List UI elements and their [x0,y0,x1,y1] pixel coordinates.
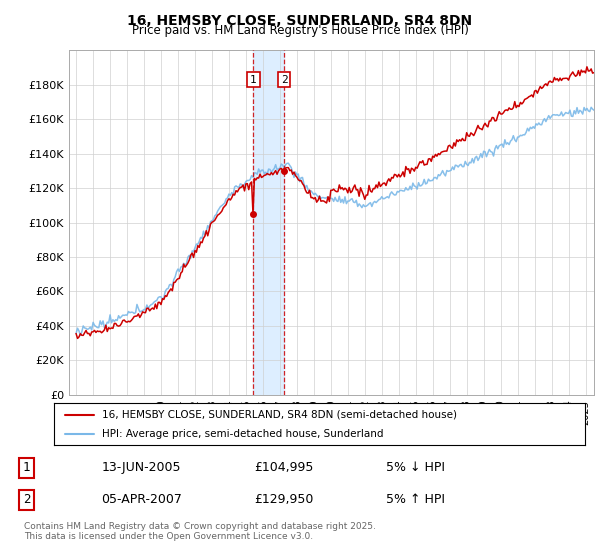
Text: 16, HEMSBY CLOSE, SUNDERLAND, SR4 8DN: 16, HEMSBY CLOSE, SUNDERLAND, SR4 8DN [127,14,473,28]
Bar [253,50,284,395]
Text: Contains HM Land Registry data © Crown copyright and database right 2025.
This d: Contains HM Land Registry data © Crown c… [24,522,376,542]
Text: 1: 1 [23,461,30,474]
Text: 05-APR-2007: 05-APR-2007 [101,493,182,506]
Text: £129,950: £129,950 [254,493,313,506]
Text: HPI: Average price, semi-detached house, Sunderland: HPI: Average price, semi-detached house,… [102,429,383,439]
Text: Price paid vs. HM Land Registry's House Price Index (HPI): Price paid vs. HM Land Registry's House … [131,24,469,36]
Text: 2: 2 [281,74,287,85]
Text: 5% ↓ HPI: 5% ↓ HPI [386,461,445,474]
Text: £104,995: £104,995 [254,461,313,474]
Text: 5% ↑ HPI: 5% ↑ HPI [386,493,445,506]
Text: 13-JUN-2005: 13-JUN-2005 [101,461,181,474]
Text: 1: 1 [250,74,257,85]
Text: 16, HEMSBY CLOSE, SUNDERLAND, SR4 8DN (semi-detached house): 16, HEMSBY CLOSE, SUNDERLAND, SR4 8DN (s… [102,409,457,419]
Text: 2: 2 [23,493,30,506]
